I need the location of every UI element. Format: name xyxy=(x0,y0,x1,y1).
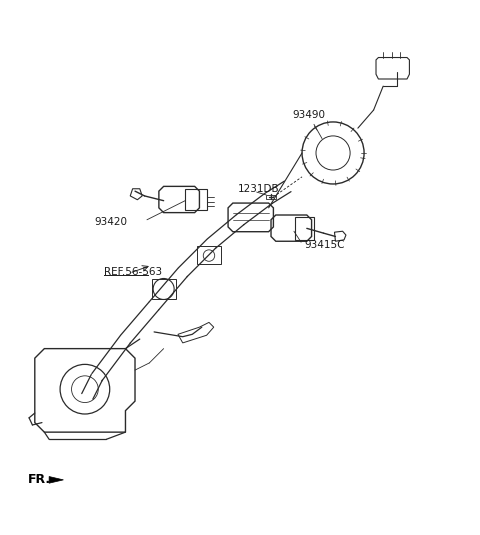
Text: 93490: 93490 xyxy=(293,110,326,119)
Text: REF.56-563: REF.56-563 xyxy=(104,268,162,277)
Text: 93415C: 93415C xyxy=(304,240,345,250)
Polygon shape xyxy=(49,477,63,483)
Text: 93420: 93420 xyxy=(95,217,128,227)
Text: 1231DB: 1231DB xyxy=(238,184,279,194)
Text: FR.: FR. xyxy=(28,473,51,486)
